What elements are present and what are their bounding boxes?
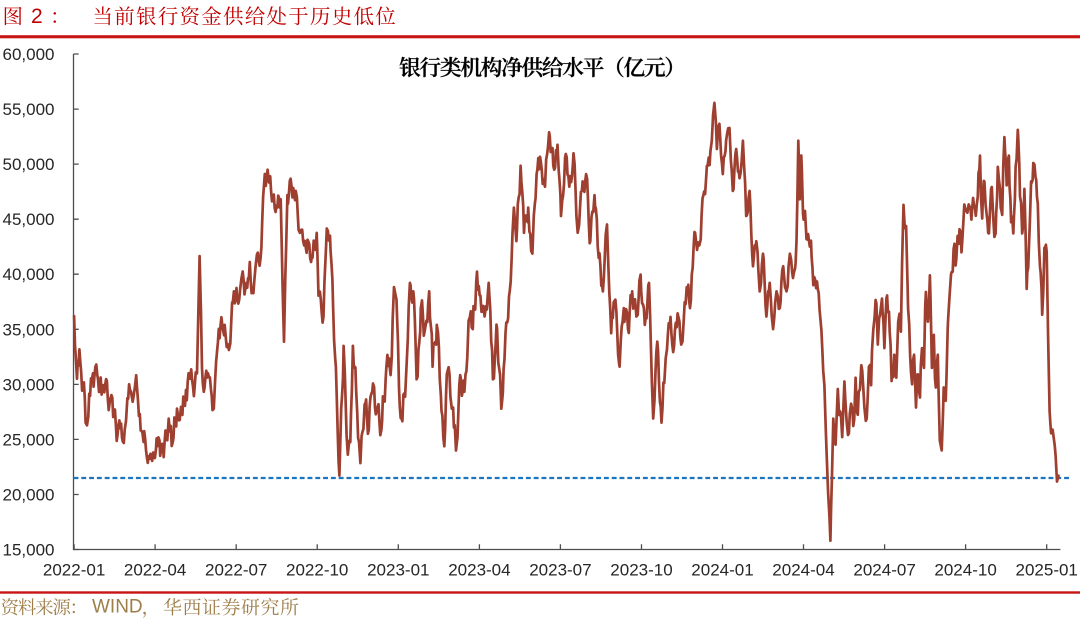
- svg-text:2023-01: 2023-01: [367, 561, 429, 580]
- svg-text:2024-01: 2024-01: [691, 561, 753, 580]
- svg-text:2022-04: 2022-04: [124, 561, 186, 580]
- svg-text:50,000: 50,000: [3, 155, 55, 174]
- svg-text:40,000: 40,000: [3, 265, 55, 284]
- svg-text:WIND: WIND: [92, 597, 143, 618]
- svg-text:60,000: 60,000: [3, 45, 55, 64]
- svg-text:20,000: 20,000: [3, 486, 55, 505]
- svg-text:25,000: 25,000: [3, 430, 55, 449]
- svg-text:2023-10: 2023-10: [610, 561, 672, 580]
- svg-text:2024-04: 2024-04: [772, 561, 834, 580]
- svg-text:2025-01: 2025-01: [1016, 561, 1078, 580]
- svg-text:2022-07: 2022-07: [205, 561, 267, 580]
- svg-text:2023-07: 2023-07: [529, 561, 591, 580]
- svg-text:2023-04: 2023-04: [448, 561, 510, 580]
- svg-text:35,000: 35,000: [3, 320, 55, 339]
- svg-text:2024-10: 2024-10: [934, 561, 996, 580]
- svg-text:2024-07: 2024-07: [853, 561, 915, 580]
- svg-text:15,000: 15,000: [3, 541, 55, 560]
- svg-text:2022-10: 2022-10: [286, 561, 348, 580]
- svg-text:45,000: 45,000: [3, 210, 55, 229]
- svg-text:2: 2: [31, 5, 43, 28]
- svg-text:30,000: 30,000: [3, 375, 55, 394]
- svg-text:55,000: 55,000: [3, 100, 55, 119]
- svg-text:2022-01: 2022-01: [43, 561, 105, 580]
